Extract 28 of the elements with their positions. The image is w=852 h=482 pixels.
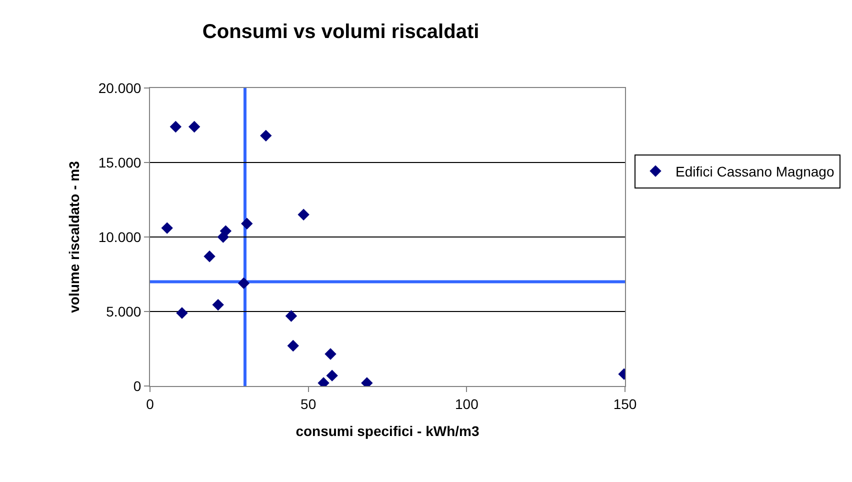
y-tick-label: 10.000: [98, 228, 142, 245]
x-tick-label: 0: [146, 396, 154, 412]
point: [161, 222, 173, 234]
y-tick-label: 0: [133, 378, 142, 394]
x-tick-label: 100: [454, 396, 479, 412]
point: [298, 208, 310, 220]
point: [176, 307, 188, 319]
point: [324, 348, 336, 360]
point: [326, 370, 338, 382]
y-tick-label: 5.000: [106, 303, 142, 320]
point: [188, 120, 200, 133]
x-tick-label: 50: [300, 396, 316, 412]
y-axis-title: volume riscaldato - m3: [66, 160, 82, 313]
point: [204, 250, 216, 262]
point: [217, 231, 229, 243]
y-tick-label: 20.000: [98, 80, 142, 96]
point: [260, 130, 272, 142]
point: [238, 277, 250, 290]
point: [287, 340, 299, 352]
x-tick-label: 150: [613, 396, 637, 412]
legend-label: Edifici Cassano Magnago: [676, 164, 834, 180]
point: [170, 120, 182, 133]
point: [241, 218, 253, 230]
point: [285, 310, 298, 322]
y-tick-label: 15.000: [98, 154, 142, 170]
x-axis-title: consumi specifici - kWh/m3: [296, 423, 480, 440]
chart-title: Consumi vs volumi riscaldati: [202, 21, 480, 44]
point: [212, 298, 224, 311]
